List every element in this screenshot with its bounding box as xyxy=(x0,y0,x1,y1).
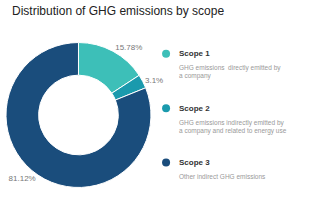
svg-text:15.78%: 15.78% xyxy=(115,43,142,52)
svg-text:3.1%: 3.1% xyxy=(145,76,163,85)
svg-text:Scope 2: Scope 2 xyxy=(179,104,210,113)
svg-text:GHG emissions directly emitte: GHG emissions directly emitted bya compa… xyxy=(179,64,281,80)
svg-text:Scope 3: Scope 3 xyxy=(179,158,210,167)
svg-text:Scope 1: Scope 1 xyxy=(179,49,210,58)
svg-text:Other indirect GHG emissions: Other indirect GHG emissions xyxy=(179,173,266,180)
svg-text:81.12%: 81.12% xyxy=(9,174,36,183)
svg-text:GHG emissions indirectly emitt: GHG emissions indirectly emitted bya com… xyxy=(179,119,287,135)
svg-text:Distribution of GHG emissions: Distribution of GHG emissions by scope xyxy=(12,4,224,18)
